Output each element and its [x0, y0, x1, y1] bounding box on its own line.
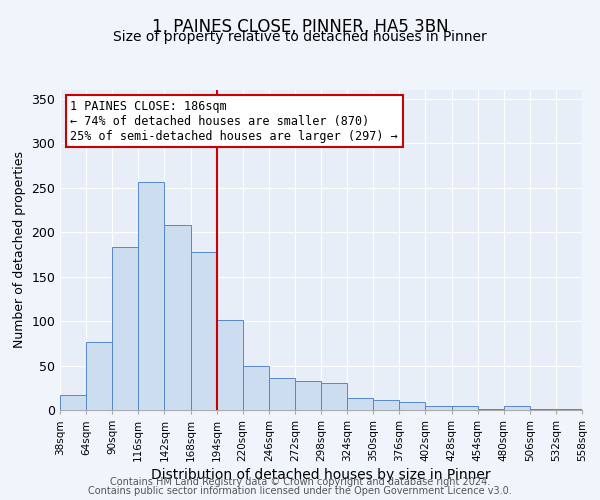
X-axis label: Distribution of detached houses by size in Pinner: Distribution of detached houses by size … [151, 468, 491, 482]
Bar [164, 225, 191, 410]
Bar [503, 406, 530, 410]
Bar [321, 384, 347, 410]
Bar [425, 406, 452, 410]
Bar [139, 182, 164, 410]
Bar [530, 409, 556, 410]
Text: Contains HM Land Registry data © Crown copyright and database right 2024.: Contains HM Land Registry data © Crown c… [110, 477, 490, 487]
Bar [347, 398, 373, 410]
Text: 1 PAINES CLOSE: 186sqm
← 74% of detached houses are smaller (870)
25% of semi-de: 1 PAINES CLOSE: 186sqm ← 74% of detached… [70, 100, 398, 142]
Bar [242, 366, 269, 410]
Bar [60, 395, 86, 410]
Bar [112, 248, 138, 410]
Bar [86, 342, 112, 410]
Bar [556, 409, 582, 410]
Bar [373, 400, 400, 410]
Text: Contains public sector information licensed under the Open Government Licence v3: Contains public sector information licen… [88, 486, 512, 496]
Text: 1, PAINES CLOSE, PINNER, HA5 3BN: 1, PAINES CLOSE, PINNER, HA5 3BN [152, 18, 448, 36]
Bar [400, 402, 425, 410]
Text: Size of property relative to detached houses in Pinner: Size of property relative to detached ho… [113, 30, 487, 44]
Y-axis label: Number of detached properties: Number of detached properties [13, 152, 26, 348]
Bar [217, 320, 242, 410]
Bar [452, 406, 478, 410]
Bar [478, 409, 504, 410]
Bar [295, 380, 321, 410]
Bar [191, 252, 217, 410]
Bar [269, 378, 295, 410]
